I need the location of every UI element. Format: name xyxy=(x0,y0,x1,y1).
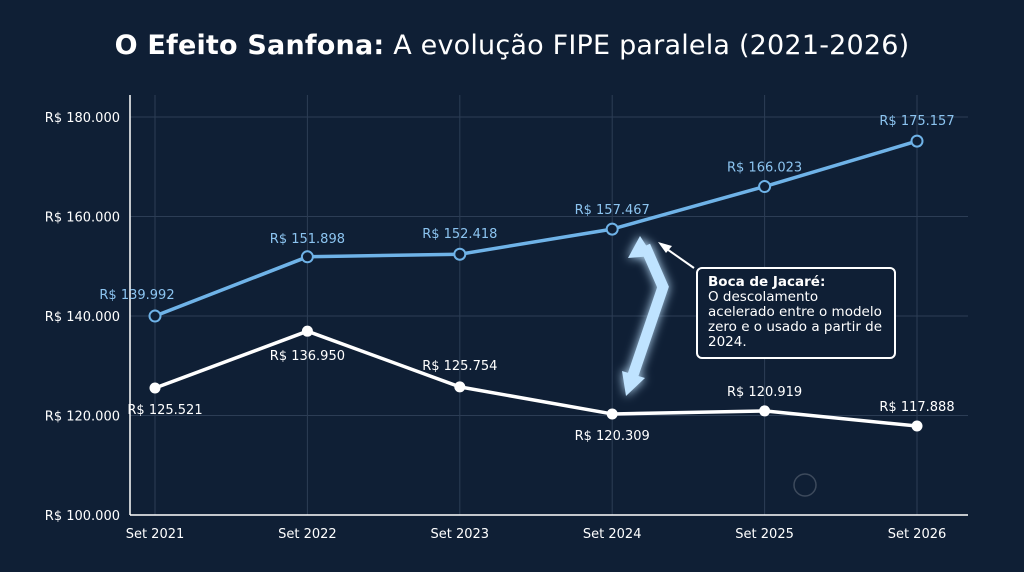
data-point-blue xyxy=(605,222,619,236)
callout-pointer-line xyxy=(663,246,695,269)
data-point-white xyxy=(454,381,466,393)
y-tick-label: R$ 180.000 xyxy=(45,111,120,126)
data-point-white xyxy=(911,420,923,432)
series-line-blue xyxy=(154,139,918,318)
y-tick-label: R$ 120.000 xyxy=(45,410,120,425)
y-tick-label: R$ 160.000 xyxy=(45,211,120,226)
x-tick-label: Set 2021 xyxy=(126,527,185,542)
data-label-white: R$ 120.919 xyxy=(727,385,802,400)
data-label-white: R$ 125.521 xyxy=(127,403,202,418)
data-label-white: R$ 120.309 xyxy=(575,429,650,444)
callout-pointer-head xyxy=(658,242,672,253)
x-tick-label: Set 2022 xyxy=(278,527,337,542)
data-point-white xyxy=(301,325,313,337)
data-label-white: R$ 136.950 xyxy=(270,349,345,364)
x-tick-label: Set 2023 xyxy=(431,527,490,542)
data-label-blue: R$ 157.467 xyxy=(575,203,650,218)
axis-layer: R$ 100.000 R$ 120.000 R$ 140.000 R$ 160.000… xyxy=(45,95,968,542)
callout-box: Boca de Jacaré: O descolamento acelerado… xyxy=(696,267,896,359)
data-label-white: R$ 125.754 xyxy=(422,359,497,374)
callout-text: O descolamento acelerado entre o modelo … xyxy=(708,289,883,350)
data-point-blue xyxy=(758,180,772,194)
data-point-white xyxy=(606,408,618,420)
x-tick-label: Set 2026 xyxy=(888,527,947,542)
y-tick-label: R$ 100.000 xyxy=(45,509,120,524)
data-label-blue: R$ 152.418 xyxy=(422,227,497,242)
data-point-blue xyxy=(300,250,314,264)
grid-layer xyxy=(130,95,968,515)
data-label-blue: R$ 175.157 xyxy=(879,114,954,129)
chart-title-rest: A evolução FIPE paralela (2021-2026) xyxy=(384,30,910,61)
series-layer xyxy=(148,134,924,432)
x-tick-label: Set 2025 xyxy=(735,527,794,542)
data-label-blue: R$ 139.992 xyxy=(99,288,174,303)
jaw-arrow-head-top xyxy=(628,236,653,258)
data-point-white xyxy=(759,405,771,417)
label-layer: R$ 139.992 R$ 151.898 R$ 152.418 R$ 157.467… xyxy=(99,114,954,444)
data-point-blue xyxy=(453,247,467,261)
y-tick-label: R$ 140.000 xyxy=(45,310,120,325)
jaw-arrow-shape xyxy=(626,243,669,380)
data-label-white: R$ 117.888 xyxy=(879,400,954,415)
data-point-blue xyxy=(148,309,162,323)
series-line-white xyxy=(154,329,918,428)
decor-layer xyxy=(622,236,817,497)
jaw-arrow-head-bottom xyxy=(622,371,645,396)
data-label-blue: R$ 151.898 xyxy=(270,232,345,247)
data-point-white xyxy=(149,382,161,394)
callout-heading: Boca de Jacaré: xyxy=(708,274,826,290)
x-tick-label: Set 2024 xyxy=(583,527,642,542)
data-label-blue: R$ 166.023 xyxy=(727,161,802,176)
data-point-blue xyxy=(910,134,924,148)
chart-title: O Efeito Sanfona: A evolução FIPE parale… xyxy=(0,30,1024,61)
chart-title-bold: O Efeito Sanfona: xyxy=(114,30,385,61)
decorative-circle xyxy=(793,473,817,497)
